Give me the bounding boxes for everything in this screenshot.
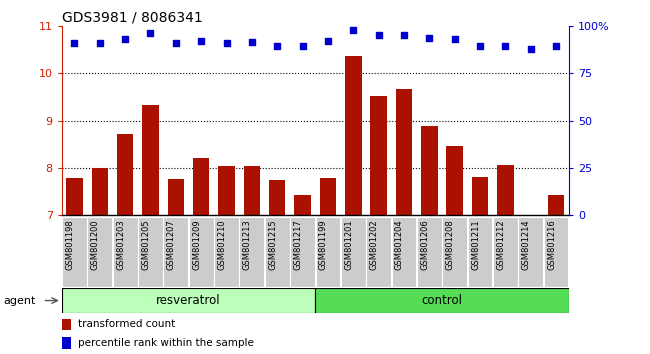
Text: GSM801217: GSM801217 — [294, 219, 302, 270]
Text: GSM801200: GSM801200 — [91, 219, 100, 270]
Point — [474, 43, 485, 48]
Text: percentile rank within the sample: percentile rank within the sample — [79, 338, 254, 348]
Point — [221, 40, 232, 46]
Text: GSM801208: GSM801208 — [446, 219, 455, 270]
FancyBboxPatch shape — [188, 217, 214, 287]
Text: GSM801210: GSM801210 — [218, 219, 227, 270]
Point — [297, 44, 308, 49]
FancyBboxPatch shape — [442, 217, 467, 287]
Bar — [472, 177, 488, 215]
Bar — [345, 56, 361, 215]
Point — [170, 40, 181, 46]
FancyBboxPatch shape — [315, 217, 341, 287]
Text: GSM801198: GSM801198 — [66, 219, 74, 270]
Text: GSM801209: GSM801209 — [192, 219, 202, 270]
Text: transformed count: transformed count — [79, 319, 176, 329]
Bar — [320, 178, 336, 215]
Text: GSM801214: GSM801214 — [522, 219, 530, 270]
Bar — [548, 195, 564, 215]
Text: GSM801202: GSM801202 — [370, 219, 379, 270]
Bar — [193, 159, 209, 215]
Bar — [269, 180, 285, 215]
FancyBboxPatch shape — [290, 217, 315, 287]
FancyBboxPatch shape — [366, 217, 391, 287]
Text: GSM801215: GSM801215 — [268, 219, 278, 270]
FancyBboxPatch shape — [518, 217, 543, 287]
Text: GSM801201: GSM801201 — [344, 219, 354, 270]
Point — [120, 36, 130, 42]
FancyBboxPatch shape — [62, 217, 87, 287]
Text: GSM801213: GSM801213 — [243, 219, 252, 270]
FancyBboxPatch shape — [112, 217, 138, 287]
Bar — [62, 319, 71, 330]
Bar — [168, 179, 184, 215]
FancyBboxPatch shape — [543, 217, 569, 287]
Text: GSM801205: GSM801205 — [142, 219, 151, 270]
Text: GSM801203: GSM801203 — [116, 219, 125, 270]
Bar — [447, 145, 463, 215]
FancyBboxPatch shape — [467, 217, 493, 287]
Point — [374, 33, 384, 38]
FancyBboxPatch shape — [391, 217, 417, 287]
Bar — [315, 288, 569, 313]
Bar — [421, 126, 437, 215]
Point — [348, 27, 359, 33]
Point — [196, 38, 207, 44]
Text: agent: agent — [3, 296, 36, 306]
Text: GSM801204: GSM801204 — [395, 219, 404, 270]
Bar — [62, 337, 71, 349]
Point — [399, 33, 410, 38]
FancyBboxPatch shape — [493, 217, 518, 287]
Bar — [396, 89, 412, 215]
Bar — [497, 165, 514, 215]
FancyBboxPatch shape — [163, 217, 188, 287]
Bar — [117, 134, 133, 215]
Point — [424, 35, 435, 40]
Text: GSM801207: GSM801207 — [167, 219, 176, 270]
Point — [247, 40, 257, 45]
Point — [323, 38, 333, 44]
Bar — [294, 195, 311, 215]
Point — [272, 44, 283, 49]
Bar — [142, 105, 159, 215]
Point — [525, 46, 536, 51]
Bar — [218, 166, 235, 215]
Point — [95, 40, 105, 46]
Text: resveratrol: resveratrol — [156, 294, 221, 307]
Bar — [66, 178, 83, 215]
Bar — [92, 168, 108, 215]
Text: GSM801206: GSM801206 — [421, 219, 430, 270]
Point — [69, 40, 79, 46]
Text: GDS3981 / 8086341: GDS3981 / 8086341 — [62, 10, 203, 24]
FancyBboxPatch shape — [265, 217, 290, 287]
Bar — [244, 166, 260, 215]
Bar — [62, 288, 315, 313]
Text: GSM801216: GSM801216 — [547, 219, 556, 270]
Point — [551, 44, 562, 49]
FancyBboxPatch shape — [341, 217, 366, 287]
FancyBboxPatch shape — [87, 217, 112, 287]
Point — [450, 36, 460, 42]
Point — [500, 43, 511, 48]
FancyBboxPatch shape — [214, 217, 239, 287]
Text: GSM801212: GSM801212 — [497, 219, 506, 270]
Text: GSM801199: GSM801199 — [319, 219, 328, 270]
Bar — [370, 96, 387, 215]
FancyBboxPatch shape — [417, 217, 442, 287]
Point — [146, 30, 156, 36]
FancyBboxPatch shape — [239, 217, 265, 287]
FancyBboxPatch shape — [138, 217, 163, 287]
Text: GSM801211: GSM801211 — [471, 219, 480, 270]
Text: control: control — [421, 294, 463, 307]
